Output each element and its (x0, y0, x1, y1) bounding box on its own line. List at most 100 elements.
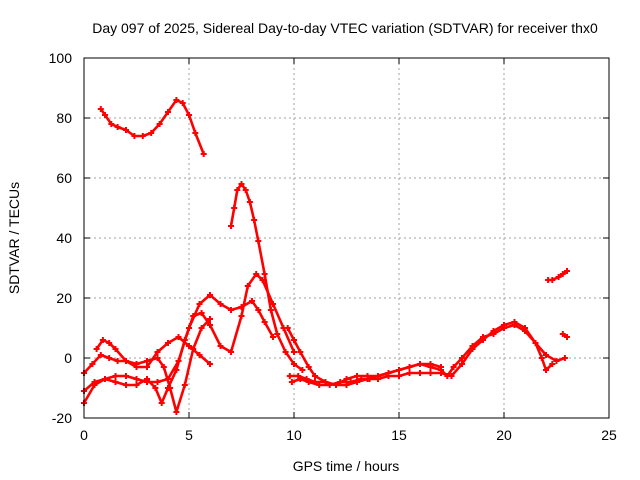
data-point (186, 112, 192, 118)
data-point (131, 133, 138, 139)
data-point (286, 373, 293, 379)
data-point (297, 349, 304, 355)
series-track-5 (93, 334, 213, 370)
chart-title: Day 097 of 2025, Sidereal Day-to-day VTE… (92, 20, 598, 36)
data-point (480, 337, 486, 343)
data-point (123, 358, 129, 364)
data-point (543, 367, 549, 373)
data-point (207, 322, 213, 328)
data-point (148, 130, 155, 136)
data-point (564, 334, 570, 340)
data-point (123, 373, 129, 379)
data-point (190, 313, 197, 319)
data-point (112, 373, 119, 379)
data-point (282, 349, 289, 355)
data-point (198, 310, 205, 316)
data-point (179, 100, 186, 106)
data-point (553, 358, 560, 364)
data-point (427, 370, 434, 376)
data-point (173, 409, 180, 415)
series-track-3 (81, 316, 213, 415)
x-tick-label: 0 (80, 427, 88, 443)
data-point (501, 322, 507, 328)
data-point (207, 292, 213, 298)
data-point (97, 352, 104, 358)
data-point (186, 343, 192, 349)
x-axis-title: GPS time / hours (293, 458, 400, 474)
data-point (549, 361, 556, 367)
data-point (144, 358, 150, 364)
data-point (200, 151, 207, 157)
data-point (112, 346, 119, 352)
data-point (322, 379, 329, 385)
data-point (343, 382, 350, 388)
series-line (546, 269, 569, 282)
data-point (297, 376, 304, 382)
data-point (543, 352, 549, 358)
data-point (270, 334, 276, 340)
x-tick-label: 25 (601, 427, 617, 443)
data-point (291, 349, 297, 355)
y-axis-ticks: -20 0 20 40 60 80 100 (49, 50, 609, 426)
series-track-10 (545, 268, 570, 283)
data-point (207, 316, 213, 322)
data-point (291, 361, 297, 367)
data-point (396, 373, 402, 379)
data-point (261, 271, 268, 277)
data-point (133, 382, 140, 388)
data-point (255, 307, 262, 313)
data-point (305, 364, 312, 370)
data-point (238, 181, 245, 187)
data-point (354, 373, 360, 379)
data-point (133, 376, 140, 382)
data-point (284, 325, 291, 331)
data-point (207, 361, 213, 367)
series-track-2 (81, 292, 276, 406)
data-point (555, 274, 562, 280)
data-point (165, 385, 171, 391)
data-point (173, 97, 180, 103)
y-tick-label: 0 (64, 350, 72, 366)
data-point (251, 217, 258, 223)
data-point (108, 121, 115, 127)
data-point (299, 367, 306, 373)
data-point (144, 364, 150, 370)
x-tick-label: 15 (391, 427, 407, 443)
data-point (97, 106, 104, 112)
series-track-1 (97, 97, 207, 157)
data-point (102, 376, 108, 382)
data-point (217, 343, 224, 349)
data-point (244, 283, 251, 289)
data-point (490, 328, 497, 334)
data-point (559, 271, 566, 277)
data-point (192, 130, 199, 136)
y-tick-label: 40 (56, 230, 72, 246)
data-point (417, 361, 423, 367)
data-point (375, 373, 381, 379)
x-tick-label: 20 (496, 427, 512, 443)
data-point (160, 364, 167, 370)
data-point (450, 364, 457, 370)
data-point (532, 340, 539, 346)
data-point (538, 355, 545, 361)
data-point (417, 370, 423, 376)
data-point (448, 373, 455, 379)
data-point (406, 370, 413, 376)
data-point (549, 277, 556, 283)
data-point (364, 376, 371, 382)
data-point (288, 379, 295, 385)
y-tick-label: -20 (52, 410, 72, 426)
data-point (427, 361, 434, 367)
data-point (312, 373, 318, 379)
series-line (82, 293, 275, 405)
data-point (173, 367, 180, 373)
data-point (158, 400, 165, 406)
data-point (99, 337, 106, 343)
data-point (246, 199, 253, 205)
y-tick-label: 100 (49, 50, 73, 66)
data-point (106, 355, 113, 361)
data-point (165, 340, 171, 346)
data-point (242, 187, 249, 193)
data-point (123, 127, 129, 133)
data-point (114, 124, 121, 130)
